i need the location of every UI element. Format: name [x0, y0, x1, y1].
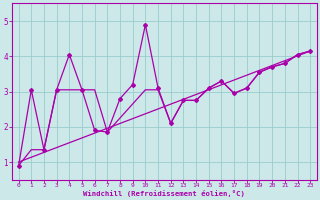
X-axis label: Windchill (Refroidissement éolien,°C): Windchill (Refroidissement éolien,°C) — [84, 190, 245, 197]
